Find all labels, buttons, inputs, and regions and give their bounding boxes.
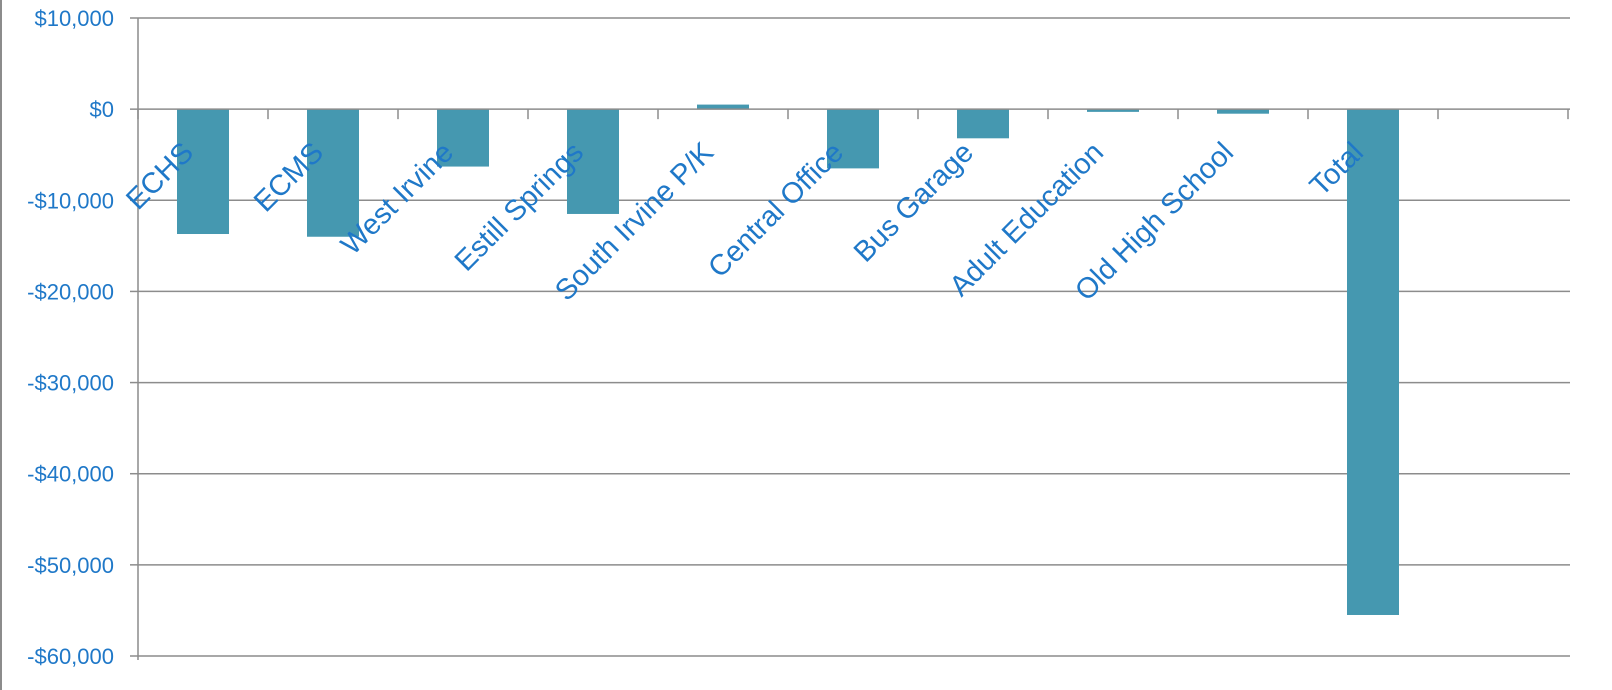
bar	[307, 109, 359, 237]
gridlines	[138, 17, 1570, 657]
bar	[1087, 109, 1139, 112]
y-tick-label: -$20,000	[27, 279, 114, 304]
bar	[437, 109, 489, 167]
y-tick-label: -$40,000	[27, 462, 114, 487]
bar	[697, 104, 749, 110]
bars	[177, 104, 1399, 615]
bar	[827, 109, 879, 169]
axes	[130, 17, 1570, 660]
y-tick-label: $0	[90, 97, 114, 122]
bar	[177, 109, 229, 235]
y-tick-label: -$30,000	[27, 371, 114, 396]
y-tick-label: -$50,000	[27, 553, 114, 578]
y-tick-label: $10,000	[34, 6, 114, 31]
y-tick-label: -$60,000	[27, 644, 114, 669]
bar	[1217, 109, 1269, 114]
bar	[957, 109, 1009, 139]
x-tick-label: Central Office	[702, 136, 850, 284]
y-tick-label: -$10,000	[27, 188, 114, 213]
bar	[1347, 109, 1399, 615]
y-axis-tick-labels: $10,000 $0 -$10,000 -$20,000 -$30,000 -$40,00…	[27, 6, 114, 669]
bar	[567, 109, 619, 214]
